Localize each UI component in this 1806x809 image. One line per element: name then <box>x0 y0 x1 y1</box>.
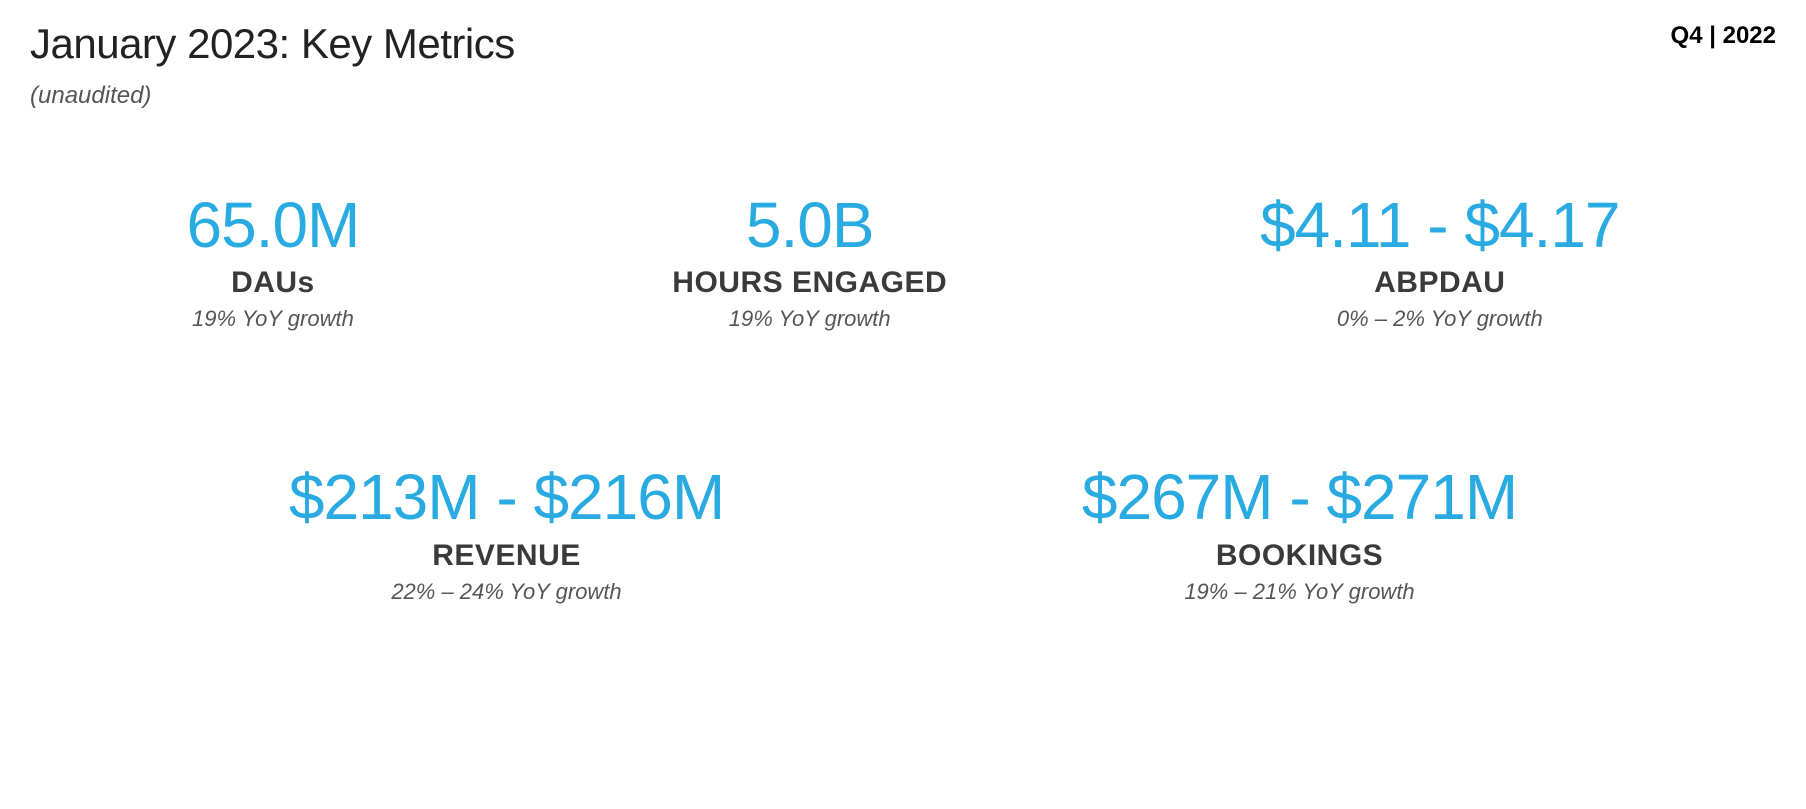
period-label: Q4 | 2022 <box>1671 22 1776 50</box>
metric-daus-growth: 19% YoY growth <box>192 306 354 332</box>
metrics-container: 65.0M DAUs 19% YoY growth 5.0B HOURS ENG… <box>30 190 1776 605</box>
metric-revenue-label: REVENUE <box>432 539 581 573</box>
metric-abpdau: $4.11 - $4.17 ABPDAU 0% – 2% YoY growth <box>1260 190 1619 332</box>
metric-revenue-value: $213M - $216M <box>289 462 724 532</box>
metric-daus: 65.0M DAUs 19% YoY growth <box>186 190 359 332</box>
metric-abpdau-value: $4.11 - $4.17 <box>1260 190 1619 260</box>
metric-hours-value: 5.0B <box>746 190 874 260</box>
metric-hours: 5.0B HOURS ENGAGED 19% YoY growth <box>672 190 947 332</box>
metric-hours-label: HOURS ENGAGED <box>672 266 947 300</box>
metric-hours-growth: 19% YoY growth <box>729 306 891 332</box>
metric-daus-label: DAUs <box>231 266 315 300</box>
header: January 2023: Key Metrics (unaudited) Q4… <box>30 20 1776 110</box>
metric-abpdau-growth: 0% – 2% YoY growth <box>1337 306 1543 332</box>
page-title: January 2023: Key Metrics <box>30 20 515 68</box>
metric-bookings-value: $267M - $271M <box>1082 462 1517 532</box>
metrics-row-2: $213M - $216M REVENUE 22% – 24% YoY grow… <box>30 462 1776 604</box>
metric-bookings: $267M - $271M BOOKINGS 19% – 21% YoY gro… <box>1082 462 1517 604</box>
metrics-row-1: 65.0M DAUs 19% YoY growth 5.0B HOURS ENG… <box>30 190 1776 332</box>
metric-daus-value: 65.0M <box>186 190 359 260</box>
metric-bookings-growth: 19% – 21% YoY growth <box>1184 579 1414 605</box>
metric-abpdau-label: ABPDAU <box>1374 266 1505 300</box>
metric-revenue: $213M - $216M REVENUE 22% – 24% YoY grow… <box>289 462 724 604</box>
page-subtitle: (unaudited) <box>30 82 515 110</box>
title-block: January 2023: Key Metrics (unaudited) <box>30 20 515 110</box>
metric-revenue-growth: 22% – 24% YoY growth <box>391 579 621 605</box>
metric-bookings-label: BOOKINGS <box>1216 539 1383 573</box>
